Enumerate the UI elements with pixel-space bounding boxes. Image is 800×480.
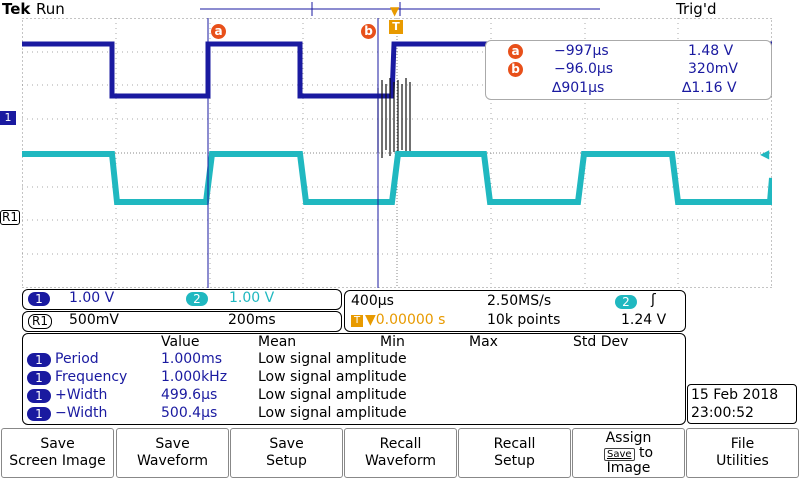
file-utilities-button[interactable]: File Utilities [686, 428, 799, 478]
trigger-position: ▼0.00000 s [365, 312, 446, 328]
cursor-a-badge: a [508, 44, 523, 59]
button-label: to [638, 444, 654, 461]
button-label: Setup [494, 453, 535, 469]
cursor-b-time: −96.0µs [554, 61, 614, 77]
button-label: Save [269, 436, 304, 452]
ch2-trigger-level-icon: ◀ [760, 147, 770, 161]
datetime-panel: 15 Feb 2018 23:00:52 [687, 384, 797, 424]
measure-header-min: Min [380, 334, 405, 350]
measurement-panel: Value Mean Min Max Std Dev 1 Period 1.00… [22, 333, 686, 425]
cursor-b-voltage: 320mV [688, 61, 738, 77]
assign-save-button[interactable]: Assign Save to Image [572, 428, 685, 478]
measure-note: Low signal amplitude [258, 387, 407, 403]
ref1-marker[interactable]: R1 [0, 210, 20, 225]
trigger-level: 1.24 V [621, 312, 667, 328]
horizontal-trigger-panel[interactable]: 400µs 2.50MS/s 2 ʃ T ▼0.00000 s 10k poin… [344, 290, 686, 332]
ch2-scale: 1.00 V [229, 290, 275, 306]
button-label: Utilities [716, 453, 769, 469]
timebase: 400µs [351, 293, 394, 309]
button-label: Waveform [364, 453, 437, 469]
ch1-ground-marker[interactable]: 1 [0, 111, 16, 125]
row-channel-badge: 1 [27, 371, 51, 385]
measure-value: 1.000kHz [161, 369, 228, 385]
cursor-b-badge: b [508, 62, 523, 77]
button-label: Recall [379, 436, 422, 452]
horizontal-position-bar [200, 2, 600, 16]
row-channel-badge: 1 [27, 389, 51, 403]
measure-name: Frequency [55, 369, 128, 385]
ch1-trace [22, 41, 772, 99]
measure-value: 500.4µs [161, 405, 218, 421]
button-label: Assign [605, 429, 652, 446]
button-label: Recall [493, 436, 536, 452]
cursor-a-time: −997µs [554, 43, 609, 59]
measure-name: +Width [55, 387, 108, 403]
ref1-timebase: 200ms [228, 312, 276, 328]
cursor-a-marker[interactable]: a [211, 24, 226, 39]
cursor-delta-time: ∆901µs [552, 80, 605, 96]
measure-header-mean: Mean [258, 334, 297, 350]
save-setup-button[interactable]: Save Setup [230, 428, 343, 478]
trigger-slope-icon: ʃ [651, 292, 656, 308]
record-length: 10k points [487, 312, 561, 328]
button-label: Image [606, 459, 651, 476]
trigger-status: Trig'd [676, 0, 717, 18]
button-label: Screen Image [9, 453, 106, 469]
cursor-delta-voltage: ∆1.16 V [682, 80, 737, 96]
recall-waveform-button[interactable]: Recall Waveform [344, 428, 457, 478]
trigger-position-icon: T [351, 315, 363, 327]
button-label: Waveform [136, 453, 209, 469]
ch1-jitter-band [377, 78, 411, 158]
row-channel-badge: 1 [27, 353, 51, 367]
measure-name: −Width [55, 405, 108, 421]
cursor-b-marker[interactable]: b [361, 24, 376, 39]
time: 23:00:52 [691, 405, 754, 421]
ref1-badge: R1 [28, 314, 52, 329]
ref1-scale: 500mV [69, 312, 119, 328]
save-screen-image-button[interactable]: Save Screen Image [1, 428, 114, 478]
button-label: Save [155, 436, 190, 452]
cursor-a-voltage: 1.48 V [688, 43, 734, 59]
measure-header-max: Max [469, 334, 498, 350]
run-status: Run [36, 0, 65, 18]
measure-header-stddev: Std Dev [573, 334, 629, 350]
save-waveform-button[interactable]: Save Waveform [116, 428, 229, 478]
save-key-icon: Save [603, 447, 635, 461]
measure-note: Low signal amplitude [258, 351, 407, 367]
sample-rate: 2.50MS/s [487, 293, 552, 309]
ch1-badge: 1 [28, 292, 50, 306]
measure-value: 1.000ms [161, 351, 223, 367]
recall-setup-button[interactable]: Recall Setup [458, 428, 571, 478]
channel-scale-panel[interactable]: 1 1.00 V 2 1.00 V [22, 289, 342, 310]
button-label: File [730, 436, 755, 452]
measure-value: 499.6µs [161, 387, 218, 403]
brand-logo: Tek [2, 0, 31, 18]
row-channel-badge: 1 [27, 407, 51, 421]
button-label: Setup [266, 453, 307, 469]
reference-scale-panel[interactable]: R1 500mV 200ms [22, 311, 342, 332]
trigger-source-badge: 2 [615, 295, 637, 309]
ch1-scale: 1.00 V [69, 290, 115, 306]
measure-name: Period [55, 351, 99, 367]
button-label: Save [40, 436, 75, 452]
date: 15 Feb 2018 [691, 387, 779, 403]
cursor-readout-panel: a −997µs 1.48 V b −96.0µs 320mV ∆901µs ∆… [485, 40, 772, 100]
ch2-badge: 2 [186, 292, 208, 306]
trigger-position-marker[interactable]: T [389, 20, 403, 34]
trigger-arrow-icon: ▼ [390, 4, 400, 18]
measure-header-value: Value [161, 334, 200, 350]
measure-note: Low signal amplitude [258, 369, 407, 385]
measure-note: Low signal amplitude [258, 405, 407, 421]
ch2-trace [22, 151, 772, 205]
